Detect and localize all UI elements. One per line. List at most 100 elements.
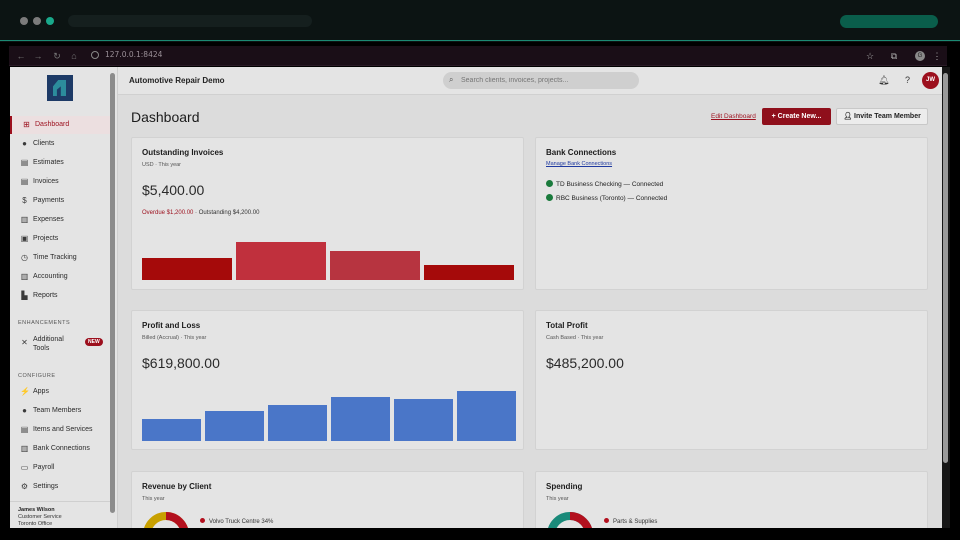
sidebar-item-label: Apps (33, 388, 49, 395)
page-scroll-thumb[interactable] (943, 73, 948, 463)
sidebar-item-expenses[interactable]: ▥ Expenses (10, 211, 110, 229)
sidebar-item-dashboard[interactable]: ⊞ Dashboard (10, 116, 110, 134)
sidebar-item-accounting[interactable]: ▥ Accounting (10, 268, 110, 286)
sidebar-item-clients[interactable]: ● Clients (10, 135, 110, 153)
sidebar-item-settings[interactable]: ⚙ Settings (10, 478, 110, 496)
sidebar-item-label: Payments (33, 197, 65, 204)
card-subtitle: This year (142, 496, 165, 502)
overdue-amount: Overdue $1,200.00 (142, 210, 194, 216)
bookmark-star-icon[interactable]: ☆ (865, 51, 875, 61)
user-avatar[interactable]: JW (922, 72, 939, 89)
app-logo[interactable] (47, 75, 73, 101)
card-title: Outstanding Invoices (142, 148, 224, 157)
tools-icon: ✕ (21, 338, 28, 347)
extensions-icon[interactable]: ⧉ (890, 51, 898, 61)
browser-toolbar: ← → ↻ ⌂ 127.0.0.1:8424 ☆ ⧉ G ⋮ (9, 46, 947, 66)
search-icon: ⌕ (449, 75, 454, 84)
sidebar-item-label: Settings (33, 483, 59, 490)
browser-menu-icon[interactable]: ⋮ (932, 51, 942, 61)
sidebar-divider (10, 501, 110, 502)
address-bar[interactable]: 127.0.0.1:8424 (105, 50, 163, 59)
sidebar-item-invoices[interactable]: ▤ Invoices (10, 173, 110, 191)
sidebar-scroll-thumb[interactable] (110, 73, 115, 513)
create-new-button[interactable]: + Create New... (762, 108, 831, 125)
bank-connections-card[interactable]: Bank Connections Manage Bank Connections… (535, 137, 928, 290)
search-input[interactable] (461, 75, 631, 86)
sidebar-item-label: Estimates (33, 159, 64, 166)
sidebar-item-label: Items and Services (33, 426, 93, 433)
sidebar-scrollbar[interactable] (110, 69, 115, 524)
check-circle-icon (546, 180, 553, 187)
sidebar-item-label: Invoices (33, 178, 59, 185)
card-subtitle: This year (546, 496, 569, 502)
site-info-icon[interactable] (91, 51, 99, 59)
outstanding-remaining: · Outstanding $4,200.00 (193, 210, 260, 216)
person-icon: ● (22, 139, 27, 148)
profit-and-loss-card[interactable]: Profit and Loss Billed (Accrual) · This … (131, 310, 524, 450)
sidebar-item-payments[interactable]: $ Payments (10, 192, 110, 210)
outstanding-invoices-card[interactable]: Outstanding Invoices USD · This year $5,… (131, 137, 524, 290)
create-new-label: Create New... (777, 113, 822, 120)
sidebar-item-team-members[interactable]: ● Team Members (10, 402, 110, 420)
invite-label: Invite Team Member (854, 113, 921, 120)
revenue-donut-chart (143, 512, 189, 528)
sidebar-item-payroll[interactable]: ▭ Payroll (10, 459, 110, 477)
user-office: Toronto Office (18, 521, 53, 527)
pnl-amount: $619,800.00 (142, 355, 220, 371)
profile-avatar[interactable]: G (915, 51, 925, 61)
help-icon[interactable]: ? (904, 75, 910, 85)
new-badge: NEW (85, 338, 103, 346)
sidebar-item-label: Expenses (33, 216, 64, 223)
sidebar-item-bank-connections[interactable]: ▥ Bank Connections (10, 440, 110, 458)
briefcase-icon: ▣ (20, 234, 29, 243)
card-title: Bank Connections (546, 148, 617, 157)
chart-bar (330, 251, 420, 280)
minimize-window-icon[interactable] (33, 17, 41, 25)
user-role: Customer Service (18, 514, 62, 520)
edit-dashboard-link[interactable]: Edit Dashboard (711, 113, 756, 120)
add-user-icon: 👤︎ (843, 113, 855, 120)
extension-pill[interactable] (840, 15, 938, 28)
reload-icon[interactable]: ↻ (53, 51, 61, 61)
stack-icon: ▤ (20, 425, 29, 434)
sidebar-item-projects[interactable]: ▣ Projects (10, 230, 110, 248)
invite-team-member-button[interactable]: 👤︎ Invite Team Member (836, 108, 928, 125)
back-arrow-icon[interactable]: ← (16, 51, 26, 61)
card-title: Revenue by Client (142, 482, 212, 491)
sidebar-item-time-tracking[interactable]: ◷ Time Tracking (10, 249, 110, 267)
maximize-window-icon[interactable] (46, 17, 54, 25)
sidebar-item-reports[interactable]: ▙ Reports (10, 287, 110, 305)
plug-icon: ⚡ (20, 387, 30, 396)
user-info[interactable]: James Wilson Customer Service Toronto Of… (18, 507, 62, 528)
forward-arrow-icon[interactable]: → (33, 51, 43, 61)
sidebar-item-additional-tools[interactable]: ✕ Additional Tools NEW (10, 333, 110, 355)
legend-item: Parts & Supplies (604, 518, 657, 525)
close-window-icon[interactable] (20, 17, 28, 25)
total-profit-card[interactable]: Total Profit Cash Based · This year $485… (535, 310, 928, 450)
sidebar-item-estimates[interactable]: ▤ Estimates (10, 154, 110, 172)
bell-icon[interactable]: 🔔︎ (878, 75, 890, 85)
sidebar-item-items-and-services[interactable]: ▤ Items and Services (10, 421, 110, 439)
invoice-icon: ▤ (20, 177, 29, 186)
sidebar-item-label: Bank Connections (33, 445, 90, 452)
chart-bar (331, 397, 390, 441)
sidebar-item-apps[interactable]: ⚡ Apps (10, 383, 110, 401)
section-heading-configure: CONFIGURE (18, 373, 56, 379)
chart-bar (142, 258, 232, 280)
check-circle-icon (546, 194, 553, 201)
spending-card[interactable]: Spending This year Parts & Supplies (535, 471, 928, 528)
revenue-by-client-card[interactable]: Revenue by Client This year Volvo Truck … (131, 471, 524, 528)
sidebar-item-label: Team Members (33, 407, 82, 414)
section-heading-enhancements: ENHANCEMENTS (18, 320, 71, 326)
card-title: Spending (546, 482, 583, 491)
page-scrollbar[interactable] (942, 67, 950, 528)
logo-mark (53, 80, 66, 96)
search-bar[interactable]: ⌕ (443, 72, 639, 89)
chart-bar (236, 242, 326, 280)
card-subtitle: Billed (Accrual) · This year (142, 335, 207, 341)
app-header: Automotive Repair Demo ⌕ 🔔︎ ? JW (118, 67, 942, 95)
legend-item: Volvo Truck Centre 34% (200, 518, 273, 525)
home-icon[interactable]: ⌂ (71, 51, 77, 61)
manage-bank-connections-link[interactable]: Manage Bank Connections (546, 161, 613, 167)
tab-strip[interactable] (68, 15, 312, 27)
